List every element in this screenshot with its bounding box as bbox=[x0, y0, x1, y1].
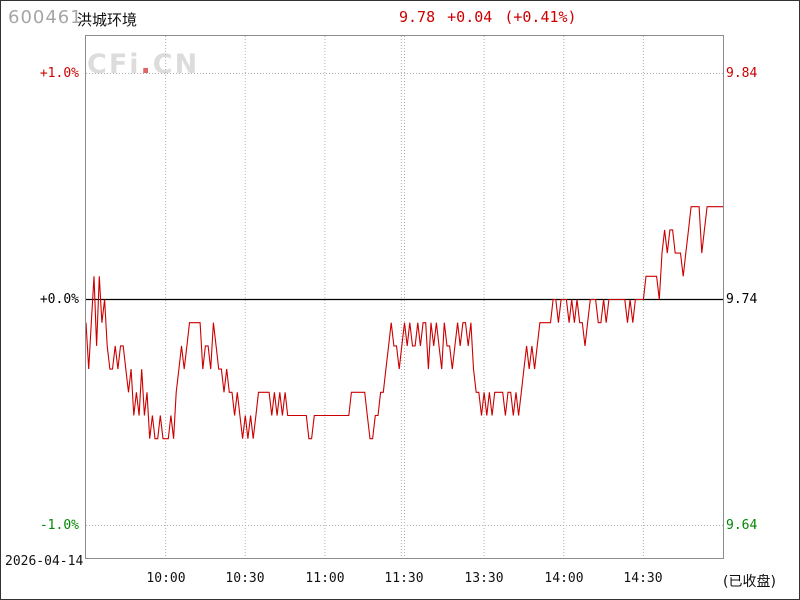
x-axis-label-1100: 11:00 bbox=[305, 571, 345, 586]
y-axis-price-prev-close: 9.74 bbox=[726, 292, 758, 307]
watermark-text-left: CFi bbox=[87, 49, 141, 80]
x-axis-label-1130: 11:30 bbox=[384, 571, 424, 586]
y-axis-price-high: 9.84 bbox=[726, 66, 758, 81]
market-status-closed: (已收盘) bbox=[723, 574, 776, 590]
quote-summary: 9.78 +0.04 (+0.41%) bbox=[399, 8, 577, 26]
price-line-svg bbox=[86, 36, 723, 558]
cfi-watermark: CFi.CN bbox=[87, 49, 199, 80]
watermark-text-right: CN bbox=[152, 49, 200, 80]
stock-code: 600461 bbox=[8, 7, 83, 28]
x-axis-label-1030: 10:30 bbox=[225, 571, 265, 586]
x-axis-label-1430: 14:30 bbox=[623, 571, 663, 586]
y-axis-price-low: 9.64 bbox=[726, 518, 758, 533]
x-axis-label-1400: 14:00 bbox=[544, 571, 584, 586]
stock-name: 洪城环境 bbox=[77, 11, 138, 29]
chart-plot-area bbox=[85, 35, 724, 559]
y-axis-label-zero-pct: +0.0% bbox=[39, 292, 79, 307]
watermark-dot: . bbox=[140, 49, 153, 80]
x-axis-label-1000: 10:00 bbox=[146, 571, 186, 586]
x-axis-label-1330: 13:30 bbox=[464, 571, 504, 586]
y-axis-label-minus1pct: -1.0% bbox=[39, 518, 79, 533]
y-axis-label-plus1pct: +1.0% bbox=[39, 66, 79, 81]
trade-date: 2026-04-14 bbox=[5, 554, 84, 569]
